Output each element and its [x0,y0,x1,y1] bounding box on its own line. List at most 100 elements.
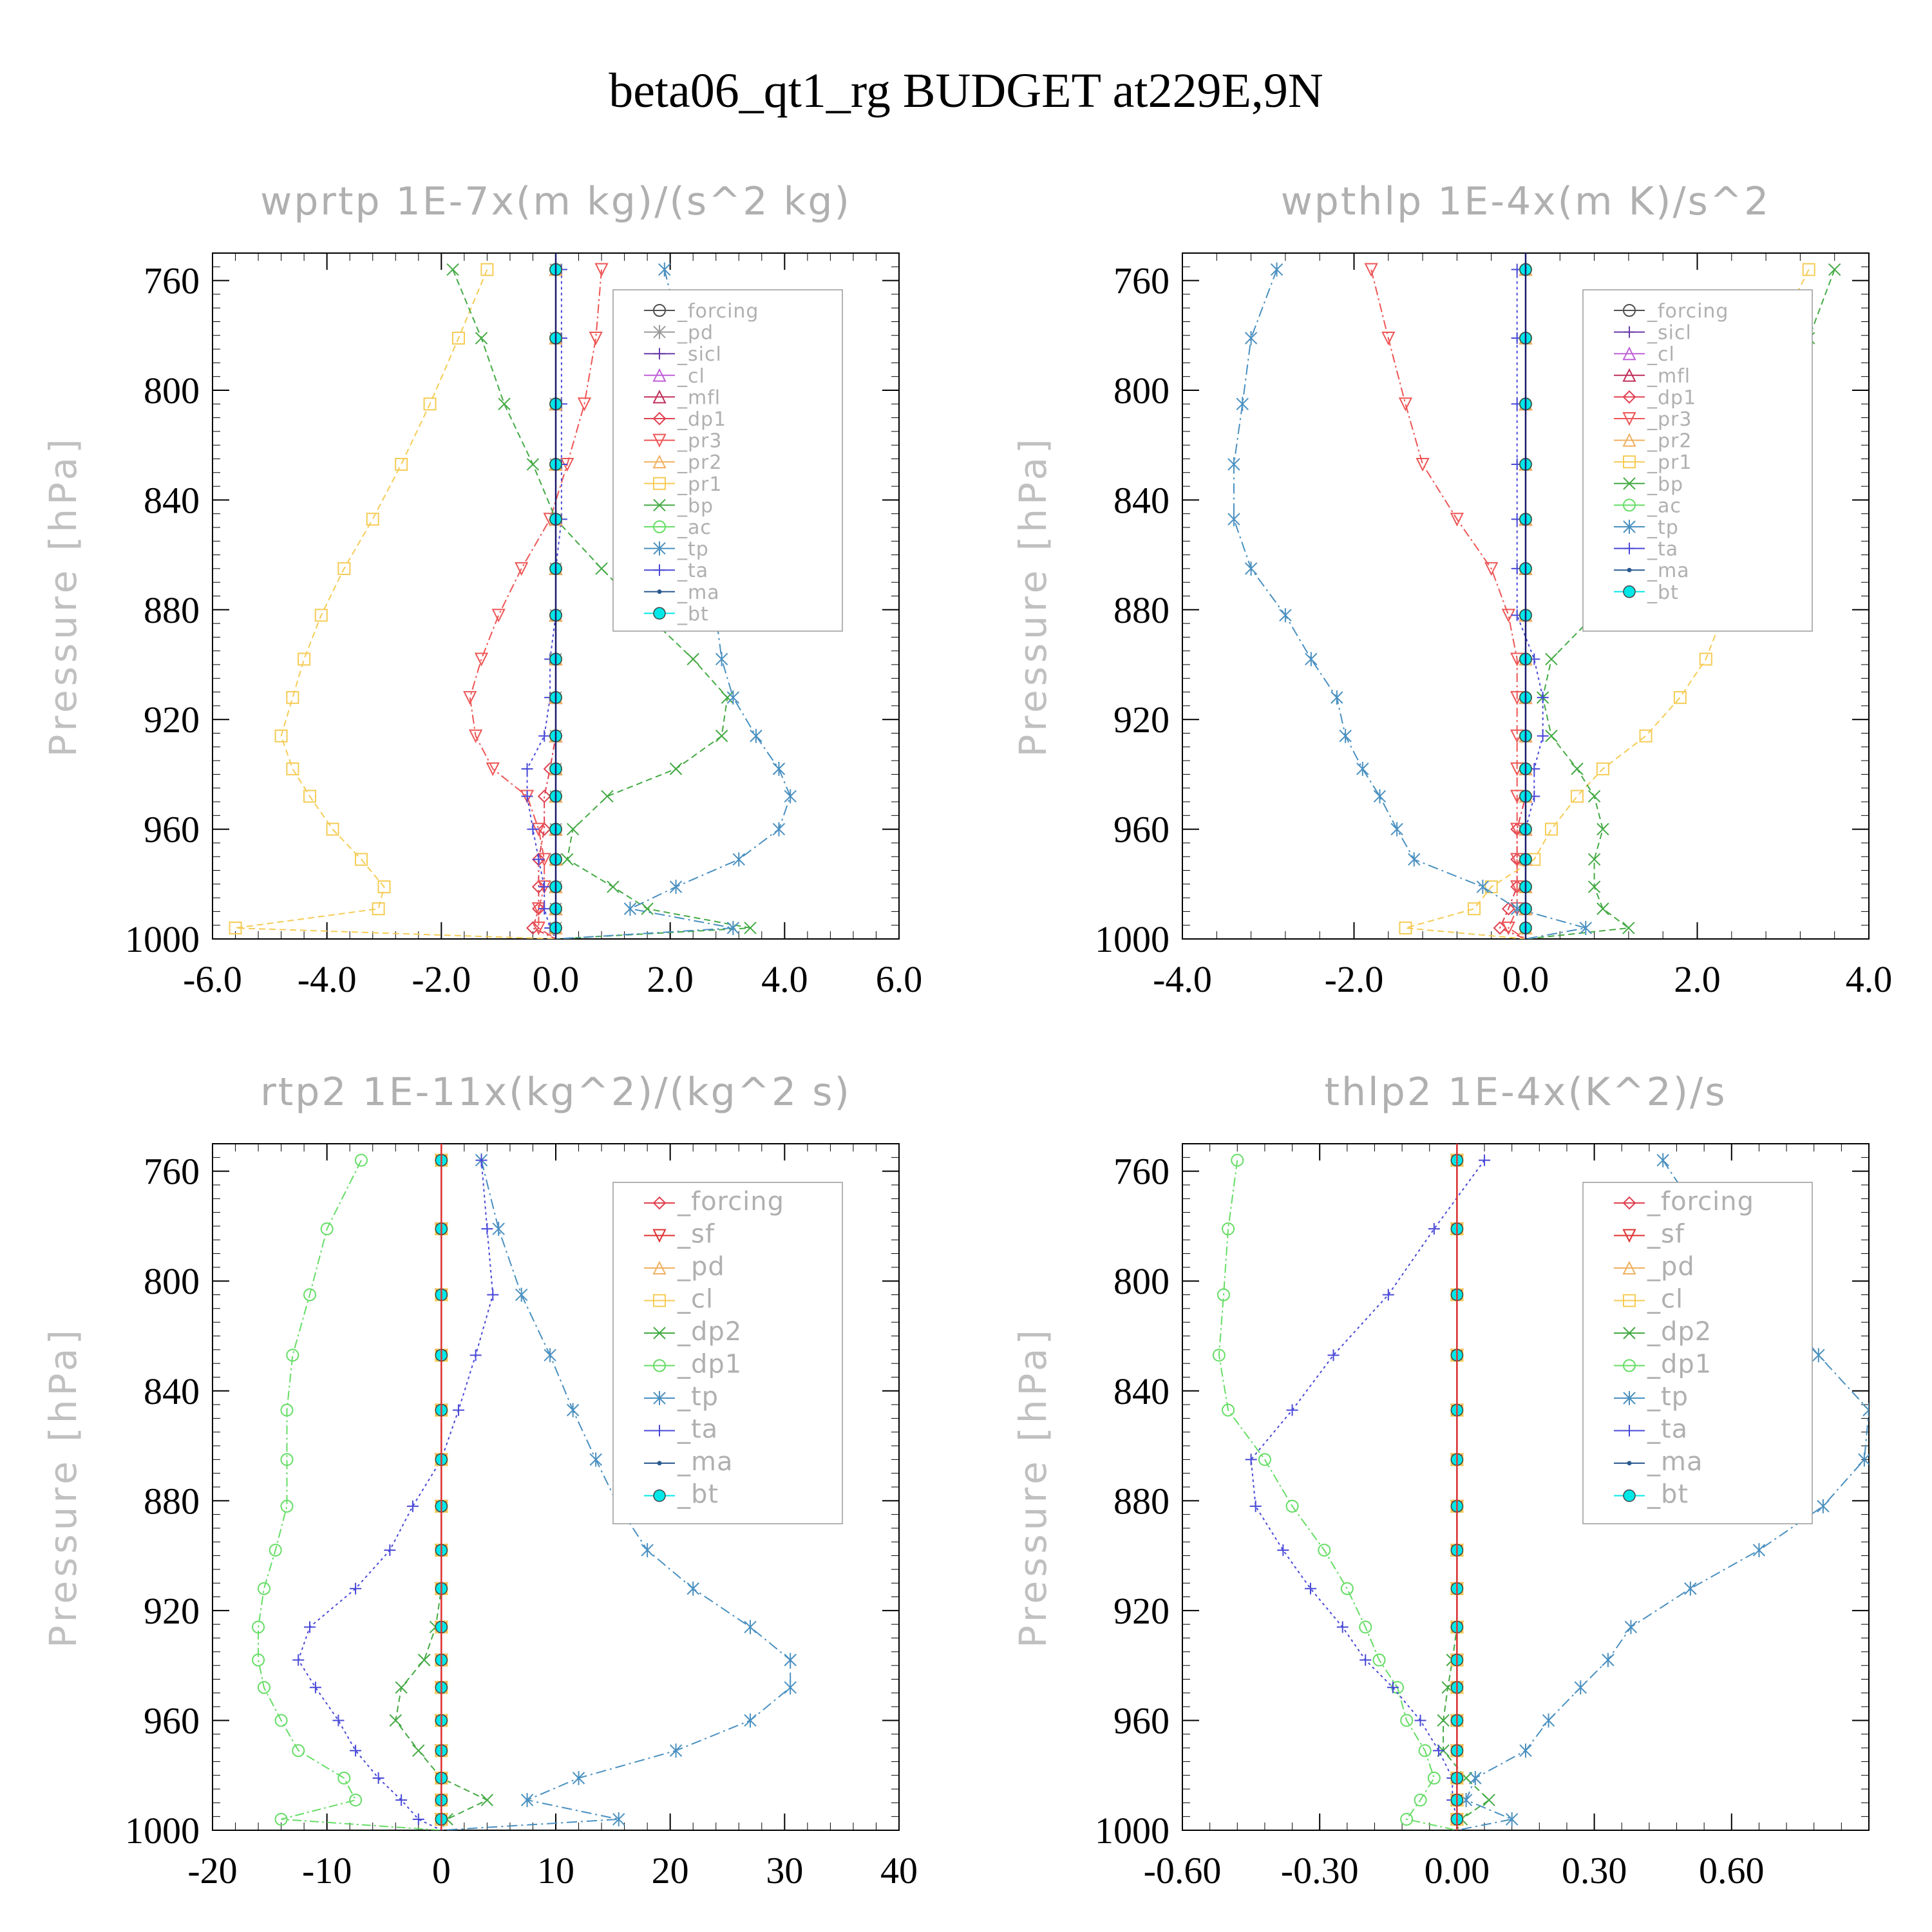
data-point [1432,1745,1444,1757]
legend-entry: _cl [1614,343,1674,366]
data-point [303,1288,317,1302]
legend-entry: _pr1 [644,473,721,496]
data-point [1387,1681,1399,1694]
data-point [349,1794,363,1807]
legend-label: _dp1 [677,408,726,431]
legend-entry: _bp [644,495,714,517]
legend-label: _ma [677,1447,733,1477]
series-group [252,1144,797,1830]
x-tick-label: 0.0 [1502,958,1549,1000]
data-point [687,1581,699,1596]
legend-marker [653,541,666,556]
legend-entry: _bt [644,1480,718,1510]
legend-label: _pd [1647,1252,1695,1282]
data-point [1364,263,1378,277]
data-point [1587,880,1601,893]
legend: _forcing_pd_sicl_cl_mfl_dp1_pr3_pr2_pr1_… [612,289,843,632]
series-line [1370,269,1526,939]
data-point [1408,852,1421,867]
legend-marker [653,325,666,339]
legend-entry: _bt [1614,582,1678,604]
legend-marker [1623,1391,1636,1405]
data-point [658,262,671,277]
data-point [1382,1289,1394,1301]
data-point [280,1499,294,1513]
data-point [1437,1714,1450,1727]
data-point [521,790,533,802]
data-point [1537,730,1549,742]
data-point [1359,1654,1372,1666]
data-point [1400,1714,1414,1727]
data-point [1336,1621,1349,1633]
legend-entry: _tp [1614,1382,1688,1412]
legend: _forcing _sf _pd _cl _dp2 _dp1 _tp _ta _ma_bt [1582,1182,1813,1524]
legend-marker [652,1260,667,1274]
data-point [332,1714,345,1727]
y-tick-label: 840 [1113,1370,1170,1412]
series-line [532,269,556,939]
series-group [1227,253,1841,939]
data-point [1476,880,1490,895]
x-tick-label: 30 [766,1850,803,1891]
legend-label: _pr3 [677,430,722,453]
panel-title: wpthlp 1E-4x(m K)/s^2 [1281,179,1771,224]
legend-marker [1622,346,1636,361]
data-point [772,761,786,776]
data-point [1587,790,1601,803]
data-point [286,1349,299,1362]
data-point [1212,1349,1226,1362]
data-point [303,790,317,803]
y-axis-label: Pressure [hPa] [41,1326,85,1648]
legend-marker [653,1391,666,1405]
data-point [537,790,551,803]
data-point [1862,1403,1869,1417]
legend-marker [657,589,662,594]
legend-label: _forcing [1647,1187,1754,1217]
y-tick-label: 920 [144,699,200,741]
legend-label: _tp [677,538,709,561]
legend-marker [1624,326,1635,338]
x-tick-label: 2.0 [1674,958,1721,1000]
legend-marker [1623,455,1636,469]
data-point [1571,762,1584,775]
data-point [463,691,477,705]
chart-panel-3: rtp2 1E-11x(kg^2)/(kg^2 s) Pressure [hPa]… [41,1070,918,1891]
legend-label: _dp1 [677,1350,742,1379]
legend-box [612,289,843,632]
series-line [1516,269,1544,939]
legend-entry: _sicl [1614,322,1691,345]
legend-marker [1623,477,1636,490]
y-tick-label: 800 [144,1260,200,1302]
legend-marker [654,348,665,360]
legend-entry: _pr2 [1614,430,1691,453]
legend-label: _cl [677,1285,714,1314]
data-point [1331,690,1343,705]
legend-marker [653,498,666,512]
data-point [1400,1812,1414,1826]
data-point [1469,1770,1482,1785]
legend-label: _sicl [677,343,722,366]
legend-marker [652,412,667,426]
data-point [274,729,288,743]
legend-label: _cl [1647,1285,1683,1314]
legend-entry: _sf [644,1220,714,1249]
data-point [601,790,614,803]
data-point [1339,728,1352,743]
data-point [538,903,551,915]
y-tick-label: 880 [1113,589,1170,631]
data-point [1579,920,1592,935]
y-tick-label: 840 [144,479,200,521]
legend-entry: _pr2 [644,451,721,474]
legend-label: _mfl [1647,365,1690,388]
legend-label: _bp [677,495,714,517]
data-point [1828,263,1841,276]
legend-entry: _mfl [1614,365,1690,388]
data-point [257,1681,270,1694]
data-point [1450,513,1464,527]
data-point [486,762,500,777]
data-point [372,1772,384,1784]
legend-label: _pr3 [1647,408,1692,431]
legend-label: _dp1 [1647,1350,1712,1379]
legend-entry: _ta [1614,538,1678,561]
y-tick-label: 1000 [1095,918,1170,960]
